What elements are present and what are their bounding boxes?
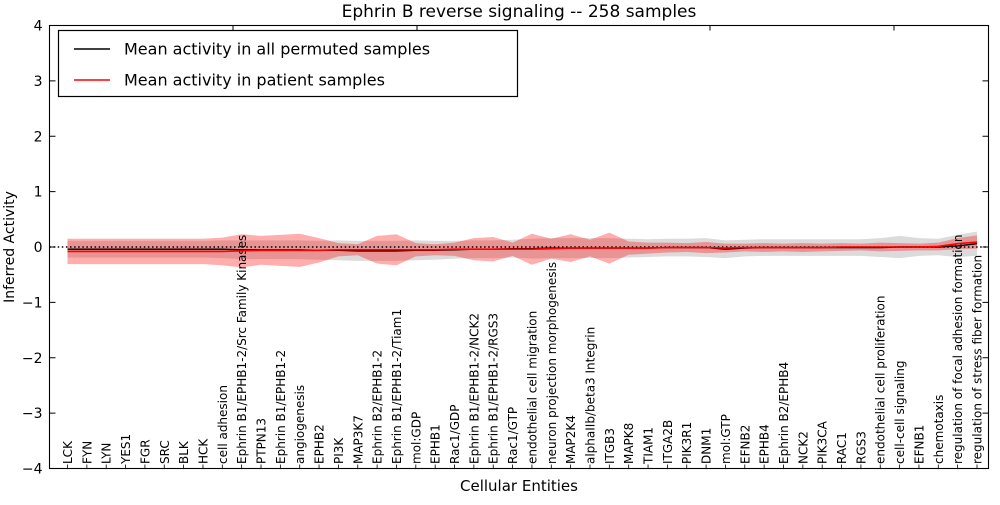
x-category-label: regulation of focal adhesion formation bbox=[951, 235, 965, 464]
x-category-label: LYN bbox=[100, 443, 114, 464]
x-category-label: endothelial cell migration bbox=[525, 311, 539, 464]
y-tick-label: 0 bbox=[34, 240, 43, 256]
y-tick-label: 3 bbox=[34, 74, 43, 90]
y-axis-label: Inferred Activity bbox=[2, 191, 18, 303]
x-category-label: SRC bbox=[158, 440, 172, 464]
patient-band bbox=[67, 232, 977, 268]
x-category-label: MAP2K4 bbox=[564, 415, 578, 464]
x-category-label: Ephrin B1/EPHB1-2/NCK2 bbox=[467, 313, 481, 464]
x-category-label: mol:GTP bbox=[719, 414, 733, 464]
x-category-label: Ephrin B2/EPHB4 bbox=[777, 362, 791, 464]
x-category-label: EPHB4 bbox=[758, 424, 772, 464]
legend-permuted-label: Mean activity in all permuted samples bbox=[124, 40, 430, 59]
x-category-label: Ephrin B1/EPHB1-2/Src Family Kinases bbox=[235, 235, 249, 464]
x-category-label: TIAM1 bbox=[642, 427, 656, 465]
x-category-label: MAPK8 bbox=[622, 423, 636, 464]
x-category-label: NCK2 bbox=[796, 431, 810, 464]
x-category-label: PTPN13 bbox=[255, 418, 269, 464]
x-category-label: chemotaxis bbox=[932, 395, 946, 464]
legend: Mean activity in all permuted samples Mea… bbox=[57, 29, 519, 98]
legend-patient-label: Mean activity in patient samples bbox=[124, 71, 385, 90]
patient-mean-line bbox=[67, 241, 978, 253]
chart-title: Ephrin B reverse signaling -- 258 sample… bbox=[342, 2, 697, 22]
x-category-label: RGS3 bbox=[854, 431, 868, 464]
x-category-label: Rac1/GDP bbox=[448, 405, 462, 464]
x-axis-label: Cellular Entities bbox=[460, 477, 578, 495]
x-category-label: LCK bbox=[61, 440, 75, 464]
permuted-band bbox=[67, 231, 977, 261]
y-tick-label: −1 bbox=[22, 295, 43, 311]
y-tick-label: −2 bbox=[22, 351, 43, 367]
x-category-label: FGR bbox=[138, 439, 152, 464]
x-category-label: DNM1 bbox=[700, 428, 714, 464]
x-category-label: Ephrin B1/EPHB1-2 bbox=[274, 350, 288, 464]
y-tick-label: 4 bbox=[34, 19, 43, 35]
x-category-label: FYN bbox=[80, 441, 94, 464]
legend-box bbox=[57, 29, 519, 98]
y-tick-label: 1 bbox=[34, 185, 43, 201]
x-category-label: angiogenesis bbox=[293, 385, 307, 464]
y-tick-label: 2 bbox=[34, 129, 43, 145]
x-category-label: cell-cell signaling bbox=[893, 361, 907, 465]
x-category-label: mol:GDP bbox=[409, 412, 423, 464]
x-category-label: BLK bbox=[177, 440, 191, 464]
x-category-label: regulation of stress fiber formation bbox=[971, 255, 985, 464]
x-category-label: PIK3R1 bbox=[680, 422, 694, 464]
x-category-label: cell adhesion bbox=[216, 385, 230, 464]
x-category-label: PI3K bbox=[332, 437, 346, 464]
x-category-label: Ephrin B1/EPHB1-2/RGS3 bbox=[487, 313, 501, 464]
x-category-label: ITGB3 bbox=[603, 428, 617, 464]
x-category-label: EFNB1 bbox=[912, 425, 926, 464]
x-category-label: MAP3K7 bbox=[351, 415, 365, 464]
x-category-label: endothelial cell proliferation bbox=[874, 296, 888, 464]
y-tick-label: −4 bbox=[22, 462, 43, 478]
x-category-label: YES1 bbox=[119, 434, 133, 465]
x-category-label: EFNB2 bbox=[738, 425, 752, 464]
x-category-label: ITGA2B bbox=[661, 420, 675, 464]
x-category-label: PIK3CA bbox=[816, 420, 830, 464]
x-category-label: Rac1/GTP bbox=[506, 407, 520, 464]
x-category-label: EPHB1 bbox=[429, 424, 443, 464]
y-tick-label: −3 bbox=[22, 406, 43, 422]
x-category-label: EPHB2 bbox=[313, 424, 327, 464]
x-category-label: alphaIIb/beta3 Integrin bbox=[583, 327, 597, 464]
x-category-label: Ephrin B1/EPHB1-2/Tiam1 bbox=[390, 309, 404, 464]
x-category-label: neuron projection morphogenesis bbox=[545, 262, 559, 464]
x-category-label: HCK bbox=[196, 438, 210, 464]
x-category-label: Ephrin B2/EPHB1-2 bbox=[371, 350, 385, 464]
x-category-label: RAC1 bbox=[835, 432, 849, 464]
